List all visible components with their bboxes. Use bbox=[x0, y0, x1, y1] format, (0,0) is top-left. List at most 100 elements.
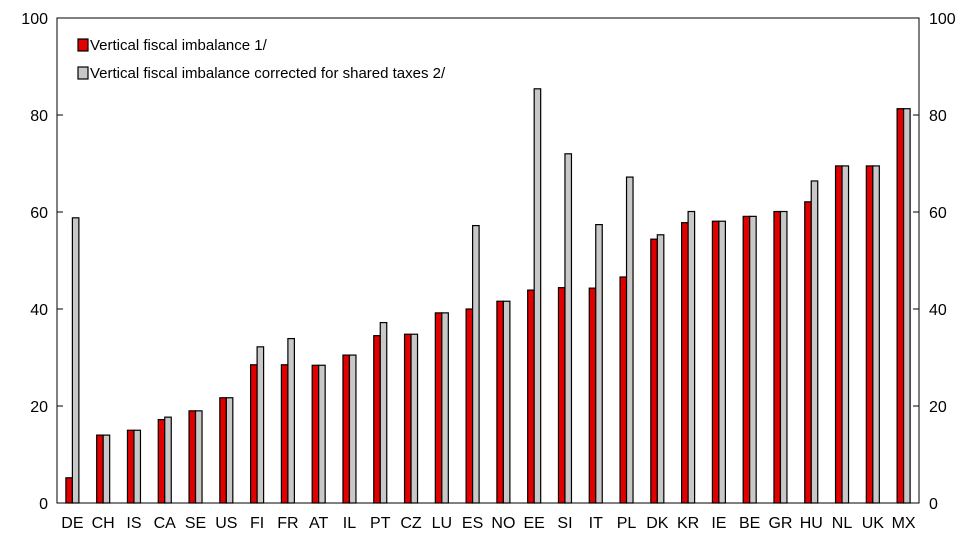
x-tick-label-fr: FR bbox=[277, 515, 298, 532]
x-tick-label-at: AT bbox=[309, 515, 328, 532]
bar-series-1-kr bbox=[681, 222, 689, 504]
bar-series-2-at bbox=[318, 364, 326, 504]
right-tick-label: 40 bbox=[929, 302, 947, 319]
bar-series-2-ie bbox=[718, 220, 726, 504]
bar-series-1-be bbox=[742, 215, 751, 504]
bar-series-2-it bbox=[595, 224, 603, 504]
x-tick-label-se: SE bbox=[185, 515, 206, 532]
left-tick-label: 80 bbox=[30, 108, 48, 125]
bar-series-1-ee bbox=[527, 289, 535, 504]
bar-series-1-is bbox=[126, 429, 135, 504]
bar-series-1-ca bbox=[157, 418, 166, 504]
bar-series-2-lu bbox=[441, 312, 449, 504]
x-tick-label-ee: EE bbox=[524, 515, 545, 532]
x-tick-label-il: IL bbox=[343, 515, 356, 532]
x-tick-label-dk: DK bbox=[646, 515, 669, 532]
x-tick-label-mx: MX bbox=[892, 515, 916, 532]
bar-series-2-ca bbox=[164, 416, 172, 504]
legend-item-series-1: Vertical fiscal imbalance 1/ bbox=[77, 37, 268, 54]
bar-series-2-us bbox=[225, 397, 234, 504]
x-tick-label-us: US bbox=[215, 515, 237, 532]
x-tick-label-de: DE bbox=[61, 515, 83, 532]
bar-series-1-it bbox=[588, 287, 597, 504]
bar-series-1-nl bbox=[834, 165, 843, 504]
bar-series-2-gr bbox=[779, 210, 788, 504]
right-tick-label: 80 bbox=[929, 108, 947, 125]
bar-series-1-lu bbox=[434, 312, 443, 504]
legend-label-series-2: Vertical fiscal imbalance corrected for … bbox=[90, 65, 446, 82]
bar-series-2-fr bbox=[287, 337, 295, 504]
bar-series-1-gr bbox=[773, 210, 782, 504]
right-y-axis: 0 20 40 60 80 100 bbox=[913, 11, 956, 513]
bar-series-2-il bbox=[348, 354, 357, 504]
bar-series-2-is bbox=[133, 429, 142, 504]
x-tick-label-pt: PT bbox=[370, 515, 391, 532]
x-tick-label-ie: IE bbox=[711, 515, 726, 532]
bar-series-1-es bbox=[465, 308, 474, 504]
x-tick-label-fi: FI bbox=[250, 515, 264, 532]
right-tick-label: 0 bbox=[929, 496, 938, 513]
bar-series-2-fi bbox=[256, 346, 265, 504]
legend-swatch-series-2 bbox=[77, 66, 89, 80]
bar-series-2-dk bbox=[656, 234, 665, 504]
bar-series-1-fi bbox=[250, 364, 258, 504]
x-tick-label-no: NO bbox=[491, 515, 515, 532]
x-tick-label-cz: CZ bbox=[400, 515, 422, 532]
bar-series-2-pl bbox=[625, 176, 634, 504]
left-tick-label: 40 bbox=[30, 302, 48, 319]
x-tick-label-nl: NL bbox=[832, 515, 853, 532]
x-tick-label-gr: GR bbox=[768, 515, 792, 532]
bar-series-2-hu bbox=[810, 180, 819, 504]
bar-series-1-hu bbox=[804, 201, 812, 504]
bar-series-1-us bbox=[219, 397, 227, 504]
x-tick-label-kr: KR bbox=[677, 515, 699, 532]
bar-series-2-no bbox=[502, 300, 511, 504]
x-tick-label-be: BE bbox=[739, 515, 760, 532]
plot-frame bbox=[56, 17, 920, 504]
x-tick-label-si: SI bbox=[557, 515, 572, 532]
bar-series-1-pt bbox=[373, 335, 381, 504]
x-tick-label-lu: LU bbox=[432, 515, 452, 532]
bar-series-1-no bbox=[496, 300, 504, 504]
bar-series-2-es bbox=[472, 224, 480, 504]
bar-series-1-fr bbox=[280, 364, 289, 504]
bar-series-2-kr bbox=[687, 210, 696, 504]
bars-group bbox=[65, 88, 911, 504]
x-tick-label-ca: CA bbox=[154, 515, 177, 532]
bar-series-1-il bbox=[342, 354, 351, 504]
bar-series-1-si bbox=[557, 287, 566, 504]
x-tick-label-hu: HU bbox=[800, 515, 823, 532]
bar-series-2-si bbox=[564, 153, 573, 504]
left-y-axis: 0 20 40 60 80 100 bbox=[21, 11, 63, 513]
x-axis-labels: DE CH IS CA SE US FI FR AT IL PT CZ LU ES NO EE SI IT PL DK… bbox=[61, 515, 916, 532]
legend: Vertical fiscal imbalance 1/ Vertical fi… bbox=[77, 37, 446, 82]
x-tick-label-it: IT bbox=[589, 515, 603, 532]
bar-series-1-mx bbox=[896, 108, 905, 504]
bar-series-2-be bbox=[749, 215, 757, 504]
bar-series-2-se bbox=[194, 410, 203, 504]
left-tick-label: 100 bbox=[21, 11, 48, 28]
bar-series-2-de bbox=[71, 217, 80, 504]
bar-series-1-de bbox=[65, 477, 73, 504]
left-tick-label: 0 bbox=[39, 496, 48, 513]
bar-series-1-dk bbox=[650, 238, 658, 504]
x-tick-label-is: IS bbox=[126, 515, 141, 532]
x-tick-label-uk: UK bbox=[862, 515, 885, 532]
bar-series-1-uk bbox=[865, 165, 874, 504]
bar-series-2-ch bbox=[102, 434, 111, 504]
bar-series-1-se bbox=[188, 410, 197, 504]
left-tick-label: 20 bbox=[30, 399, 48, 416]
legend-swatch-series-1 bbox=[77, 38, 89, 52]
bar-series-1-pl bbox=[619, 276, 628, 504]
bar-series-1-ie bbox=[711, 220, 720, 504]
bar-series-2-uk bbox=[872, 165, 880, 504]
right-tick-label: 100 bbox=[929, 11, 956, 28]
bar-series-2-cz bbox=[410, 333, 419, 504]
x-tick-label-es: ES bbox=[462, 515, 483, 532]
x-tick-label-pl: PL bbox=[617, 515, 637, 532]
legend-label-series-1: Vertical fiscal imbalance 1/ bbox=[90, 37, 268, 54]
left-tick-label: 60 bbox=[30, 205, 48, 222]
legend-item-series-2: Vertical fiscal imbalance corrected for … bbox=[77, 65, 446, 82]
x-tick-label-ch: CH bbox=[92, 515, 115, 532]
